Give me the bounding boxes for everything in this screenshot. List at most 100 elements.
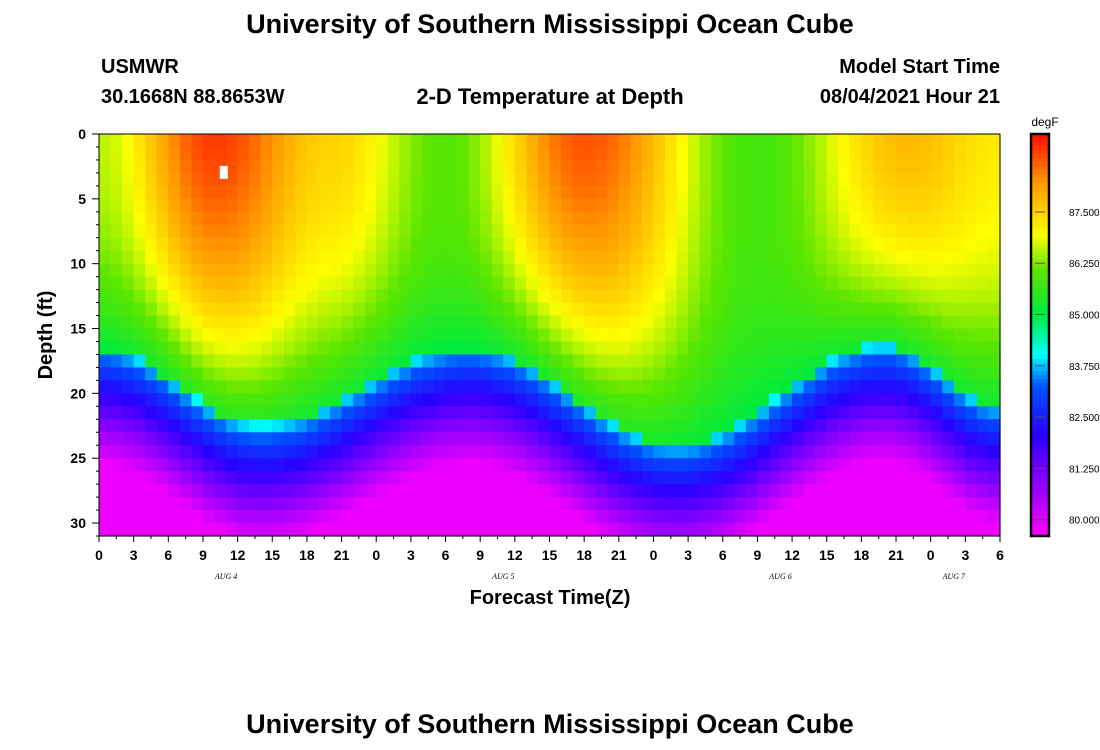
heatmap-cell xyxy=(156,172,169,187)
heatmap-cell xyxy=(99,302,112,317)
heatmap-cell xyxy=(780,263,793,278)
heatmap-cell xyxy=(861,354,874,369)
heatmap-cell xyxy=(457,380,470,394)
heatmap-cell xyxy=(156,341,169,356)
heatmap-cell xyxy=(803,134,816,148)
heatmap-cell xyxy=(757,354,770,369)
heatmap-cell xyxy=(965,393,978,407)
colorbar-segment xyxy=(1031,210,1049,215)
heatmap-cell xyxy=(226,250,239,265)
heatmap-cell xyxy=(930,250,943,265)
heatmap-cell xyxy=(630,328,643,343)
heatmap-cell xyxy=(953,484,966,498)
heatmap-cell xyxy=(896,224,909,239)
heatmap-cell xyxy=(872,211,886,226)
heatmap-cell xyxy=(792,263,805,278)
heatmap-cell xyxy=(168,354,181,369)
heatmap-cell xyxy=(618,484,631,498)
heatmap-cell xyxy=(272,341,285,356)
heatmap-cell xyxy=(168,419,181,433)
heatmap-cell xyxy=(399,328,412,343)
heatmap-cell xyxy=(676,393,689,407)
heatmap-cell xyxy=(780,198,793,213)
heatmap-cell xyxy=(110,302,123,317)
heatmap-cell xyxy=(584,134,597,148)
heatmap-cell xyxy=(376,185,389,200)
heatmap-cell xyxy=(803,523,816,537)
heatmap-cell xyxy=(919,237,932,252)
heatmap-cell xyxy=(503,523,516,537)
heatmap-cell xyxy=(491,341,504,356)
heatmap-cell xyxy=(422,380,435,394)
heatmap-cell xyxy=(433,211,447,226)
heatmap-cell xyxy=(907,458,920,472)
colorbar-segment xyxy=(1031,523,1049,529)
heatmap-cell xyxy=(249,276,262,291)
heatmap-cell xyxy=(491,406,504,420)
heatmap-cell xyxy=(237,497,250,511)
heatmap-cell xyxy=(722,185,735,200)
heatmap-cell xyxy=(537,237,551,252)
heatmap-cell xyxy=(191,172,204,187)
heatmap-cell xyxy=(433,146,447,161)
heatmap-cell xyxy=(376,432,389,446)
heatmap-cell xyxy=(907,315,920,330)
heatmap-cell xyxy=(249,497,262,511)
heatmap-cell xyxy=(272,406,285,420)
heatmap-cell xyxy=(491,471,504,485)
heatmap-cell xyxy=(745,484,759,498)
heatmap-cell xyxy=(584,458,597,472)
heatmap-cell xyxy=(665,341,678,356)
heatmap-cell xyxy=(433,341,447,356)
heatmap-cell xyxy=(179,172,193,187)
heatmap-cell xyxy=(237,341,250,356)
colorbar-segment xyxy=(1031,226,1049,232)
heatmap-cell xyxy=(387,432,400,446)
heatmap-cell xyxy=(191,380,204,394)
heatmap-cell xyxy=(711,445,724,459)
heatmap-cell xyxy=(768,134,782,148)
heatmap-cell xyxy=(838,198,851,213)
heatmap-cell xyxy=(561,380,574,394)
heatmap-cell xyxy=(202,354,216,369)
heatmap-cell xyxy=(757,276,770,291)
heatmap-cell xyxy=(896,484,909,498)
heatmap-cell xyxy=(572,211,585,226)
heatmap-cell xyxy=(884,419,897,433)
heatmap-cell xyxy=(99,484,112,498)
heatmap-cell xyxy=(110,146,123,161)
heatmap-cell xyxy=(549,432,562,446)
heatmap-cell xyxy=(133,510,146,524)
heatmap-cell xyxy=(861,471,874,485)
heatmap-cell xyxy=(214,354,227,369)
heatmap-cell xyxy=(676,134,689,148)
heatmap-cell xyxy=(815,134,828,148)
heatmap-cell xyxy=(641,523,655,537)
heatmap-cell xyxy=(364,159,377,174)
heatmap-cell xyxy=(607,146,620,161)
heatmap-cell xyxy=(768,354,782,369)
heatmap-cell xyxy=(988,302,1001,317)
heatmap-cell xyxy=(503,354,516,369)
heatmap-cell xyxy=(953,445,966,459)
heatmap-cell xyxy=(861,510,874,524)
heatmap-cell xyxy=(572,458,585,472)
heatmap-cell xyxy=(283,146,296,161)
heatmap-cell xyxy=(133,172,146,187)
heatmap-cell xyxy=(295,289,308,304)
heatmap-cell xyxy=(110,185,123,200)
heatmap-cell xyxy=(387,523,400,537)
heatmap-cell xyxy=(537,328,551,343)
heatmap-cell xyxy=(330,458,343,472)
heatmap-cell xyxy=(445,185,458,200)
heatmap-cell xyxy=(179,523,193,537)
heatmap-cell xyxy=(549,367,562,381)
heatmap-cell xyxy=(272,484,285,498)
heatmap-cell xyxy=(353,302,366,317)
heatmap-cell xyxy=(376,510,389,524)
heatmap-cell xyxy=(711,289,724,304)
heatmap-cell xyxy=(191,484,204,498)
heatmap-cell xyxy=(896,367,909,381)
heatmap-cell xyxy=(849,523,862,537)
heatmap-cell xyxy=(306,250,320,265)
